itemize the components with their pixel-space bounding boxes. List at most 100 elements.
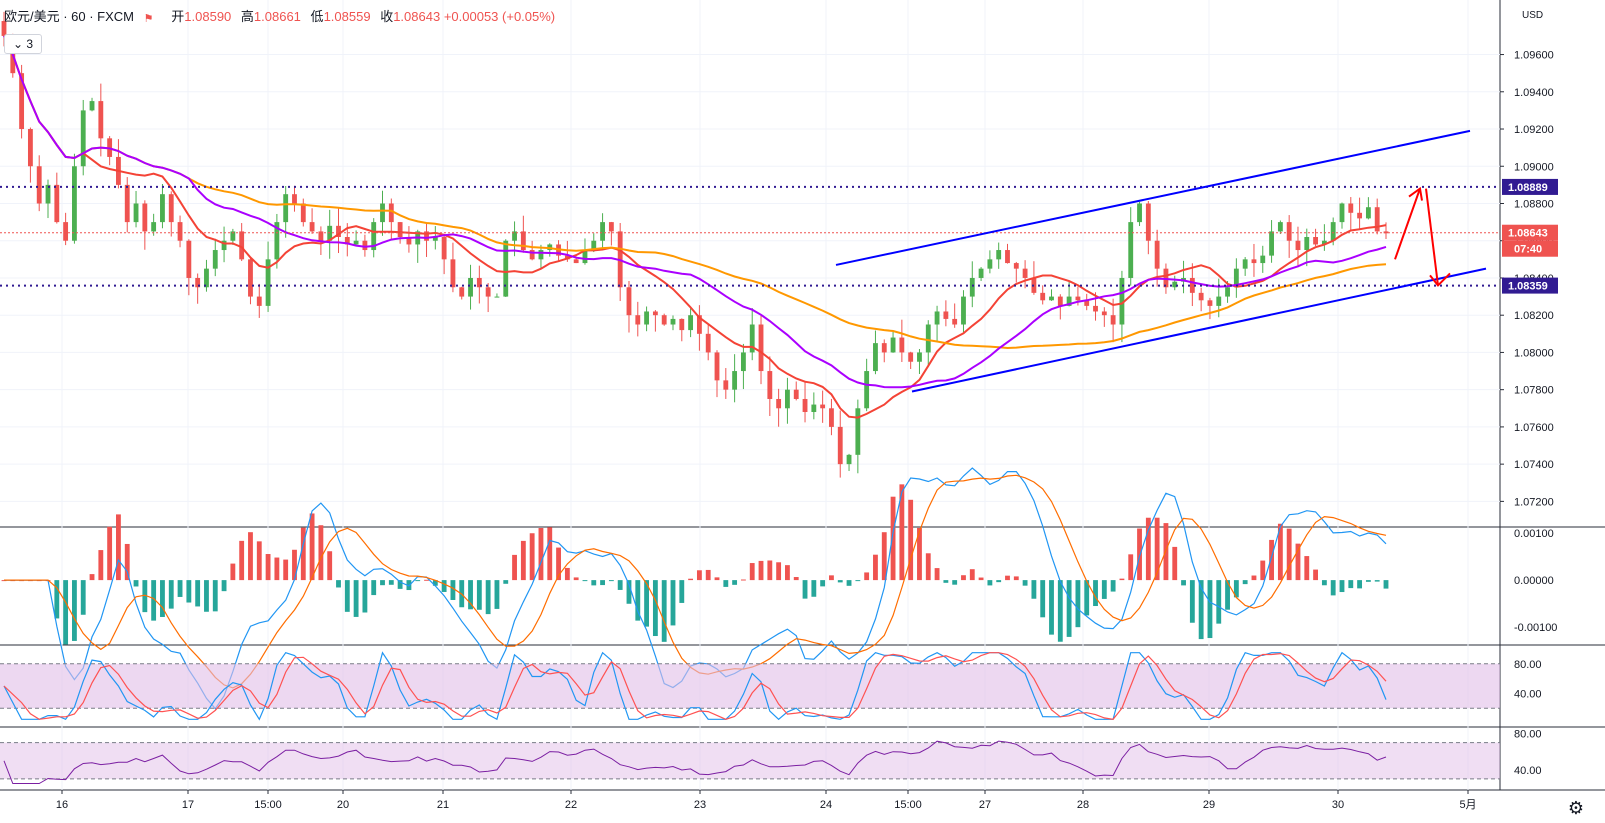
macd-bar [1321,580,1327,586]
x-tick-label: 23 [694,799,706,811]
x-tick-label: 24 [820,799,832,811]
candle-body [1269,231,1274,256]
macd-bar [952,580,958,585]
macd-bar [265,554,271,581]
candle-body [292,194,297,204]
macd-bar [239,540,245,581]
candle-body [855,408,861,455]
candle-body [785,389,790,409]
gear-icon[interactable]: ⚙ [1567,798,1585,818]
macd-bar [397,580,403,589]
countdown-tag [1502,240,1558,257]
macd-bar [318,525,324,581]
candle-body [1277,222,1283,232]
macd-bar [336,580,341,588]
x-tick-label: 15:00 [254,799,282,811]
macd-bar [652,580,658,637]
candle-body [380,203,385,223]
candle-body [160,194,165,223]
macd-bar [785,565,790,581]
x-tick-label: 30 [1332,799,1344,811]
candle-body [591,240,597,251]
y-tick-label: 1.08800 [1514,198,1554,210]
candle-body [54,184,60,223]
currency-label: USD [1522,10,1543,21]
candle-body [1163,268,1169,288]
y-tick-label: 1.07400 [1514,459,1554,471]
candle-body [996,250,1002,260]
macd-bar [212,580,218,612]
macd-bar [820,580,826,587]
macd-bar [116,514,121,581]
macd-bar [749,563,755,581]
candle-body [503,240,509,297]
stochastic-band [0,663,1500,709]
candle-body [749,324,755,353]
stochastic-k-line [3,651,1387,721]
candle-body [424,231,429,241]
candle-body [520,231,526,251]
x-tick-label: 20 [337,799,349,811]
macd-bar [732,580,738,585]
candle-body [626,287,632,316]
macd-bar [890,496,896,581]
candle-body [1365,207,1371,219]
candle-body [327,225,333,241]
candle-body [1,21,7,36]
candle-body [98,101,104,139]
macd-bar [978,577,984,581]
macd-bar [292,549,297,581]
candle-body [829,408,834,427]
macd-bar [256,541,262,581]
macd-bar [582,580,588,582]
macd-bar [1040,580,1046,618]
candle-body [371,222,377,251]
macd-bar [961,575,966,581]
macd-bar [688,578,694,581]
indicator-collapse-button[interactable]: ⌄ 3 [4,34,42,54]
candle-body [573,259,579,264]
macd-bar [1119,578,1125,581]
candle-body [705,333,711,353]
candle-body [344,237,350,245]
macd-bar [881,532,887,581]
macd-bar [248,532,253,581]
candle-body [1013,263,1019,269]
macd-bar [160,580,165,617]
macd-bar [917,527,922,581]
macd-bar [556,547,561,581]
macd-bar [1216,580,1222,624]
candle-body [441,237,447,260]
macd-bar [723,580,729,587]
indicator-count: 3 [26,37,34,51]
candle-body [1189,277,1195,293]
candle-body [961,296,966,325]
candle-body [1225,287,1230,297]
candle-body [890,337,896,353]
candle-body [476,277,482,288]
candle-body [652,311,658,316]
high-value: 1.08661 [253,9,301,24]
macd-bar [696,570,702,581]
candle-body [1242,259,1248,269]
macd-bar [1313,569,1319,581]
flag-icon[interactable]: ⚑ [143,13,154,25]
candle-body [899,337,905,353]
candle-body [485,287,491,297]
macd-bar [829,575,834,581]
symbol-label[interactable]: 欧元/美元 · 60 · FXCM [4,9,135,24]
candle-body [987,259,993,269]
candle-body [133,203,139,223]
candle-body [1295,240,1301,251]
candle-body [19,73,25,130]
candle-body [952,318,958,325]
candle-body [406,237,412,245]
candle-body [1137,203,1142,223]
macd-bar [300,527,306,581]
macd-bar [1357,580,1363,589]
macd-bar [1383,580,1389,589]
macd-bar [608,580,614,582]
close-value: 1.08643 [393,9,441,24]
macd-bar [380,580,385,586]
